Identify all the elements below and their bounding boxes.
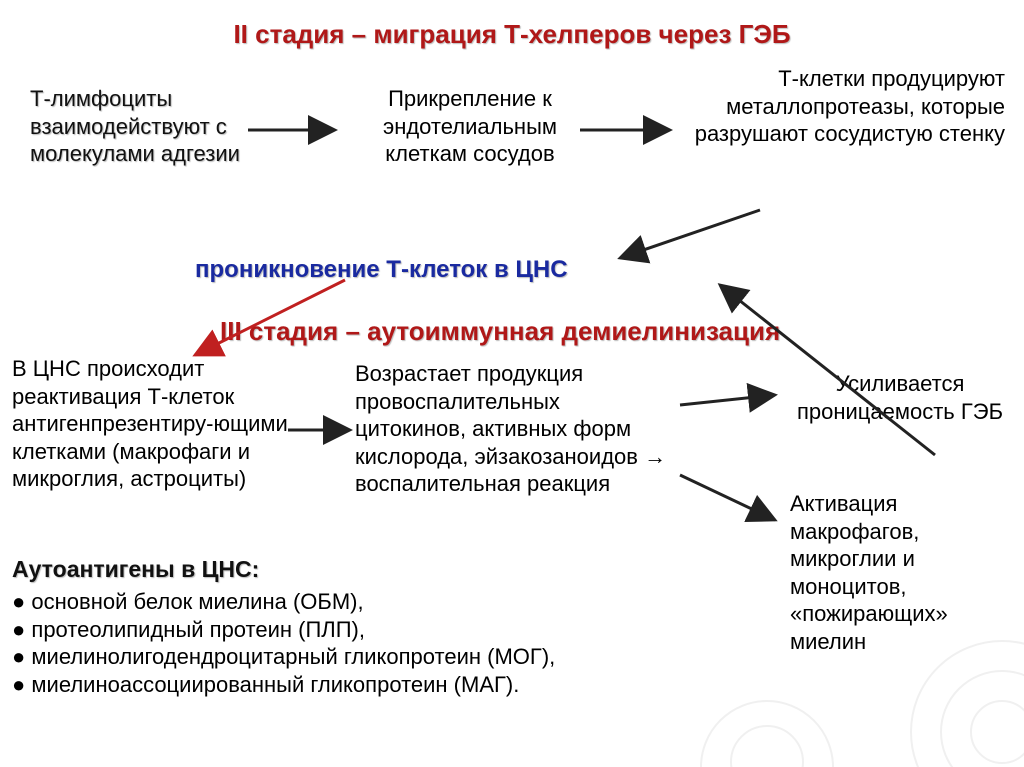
autoantigen-item: основной белок миелина (ОБМ), (12, 588, 652, 616)
box-permeability: Усиливается проницаемость ГЭБ (790, 370, 1010, 425)
title-stage3: III стадия – аутоиммунная демиелинизация (220, 315, 780, 348)
autoantigen-item: миелинолигодендроцитарный гликопротеин (… (12, 643, 652, 671)
box-metallo: Т-клетки продуцируют металлопротеазы, ко… (665, 65, 1005, 148)
title-stage3-rest: – аутоиммунная демиелинизация (338, 316, 780, 346)
penetration-label: проникновение Т-клеток в ЦНС (195, 255, 568, 285)
title-stage2: II стадия – миграция Т-хелперов через ГЭ… (0, 18, 1024, 51)
title-stage2-prefix: II стадия (233, 19, 344, 49)
box-macrophage: Активация макрофагов, микроглии и моноци… (790, 490, 1010, 655)
box-cytokines: Возрастает продукция провоспалительных ц… (355, 360, 675, 498)
title-stage2-rest: – миграция Т-хелперов через ГЭБ (344, 19, 790, 49)
autoantigen-list: основной белок миелина (ОБМ), протеолипи… (12, 588, 652, 698)
box-attach: Прикрепление к эндотелиальным клеткам со… (350, 85, 590, 168)
autoantigen-title: Аутоантигены в ЦНС: (12, 555, 259, 584)
autoantigen-item: миелиноассоциированный гликопротеин (МАГ… (12, 671, 652, 699)
box-tlymph: Т-лимфоциты взаимодействуют с молекулами… (30, 85, 260, 168)
title-stage3-prefix: III стадия (220, 316, 338, 346)
autoantigen-item: протеолипидный протеин (ПЛП), (12, 616, 652, 644)
box-reactivation: В ЦНС происходит реактивация Т-клеток ан… (12, 355, 292, 493)
